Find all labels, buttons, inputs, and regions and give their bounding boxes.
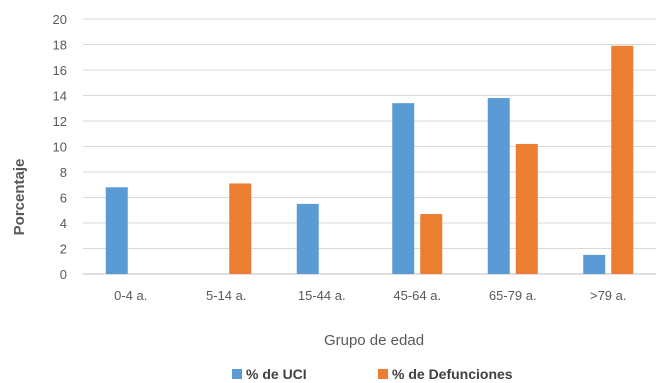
legend: % de UCI % de Defunciones [232,366,513,382]
y-tick-label: 0 [60,267,67,282]
bar [611,45,634,275]
y-tick-label: 6 [60,191,67,206]
x-tick-label: 45-64 a. [393,288,441,303]
x-tick-label: 5-14 a. [206,288,246,303]
bar [487,98,510,274]
x-tick-label: >79 a. [590,288,627,303]
bar [420,214,443,274]
x-tick-label: 65-79 a. [489,288,537,303]
bar [392,103,415,275]
bar [296,203,319,274]
gridlines [83,18,656,275]
legend-label: % de Defunciones [392,366,513,382]
y-axis-title: Porcentaje [11,159,28,236]
y-tick-label: 20 [53,12,67,27]
x-tick-label: 0-4 a. [114,288,147,303]
legend-swatch [378,369,388,379]
x-tick-labels: 0-4 a. 5-14 a. 15-44 a. 45-64 a. 65-79 a. >79… [114,288,626,303]
y-tick-label: 10 [53,140,67,155]
y-tick-label: 18 [53,38,67,53]
bar [515,143,538,274]
y-tick-label: 14 [53,89,67,104]
bar [105,187,128,274]
bar [583,254,606,274]
legend-label: % de UCI [246,366,307,382]
y-tick-label: 8 [60,165,67,180]
bars [105,45,634,275]
x-tick-label: 15-44 a. [298,288,346,303]
bar [229,183,252,274]
y-tick-label: 12 [53,114,67,129]
x-axis-title: Grupo de edad [324,332,424,349]
y-tick-labels: 0 2 4 6 8 10 12 14 16 18 20 [53,12,67,282]
legend-swatch [232,369,242,379]
y-tick-label: 2 [60,242,67,257]
y-tick-label: 4 [60,216,67,231]
y-tick-label: 16 [53,63,67,78]
